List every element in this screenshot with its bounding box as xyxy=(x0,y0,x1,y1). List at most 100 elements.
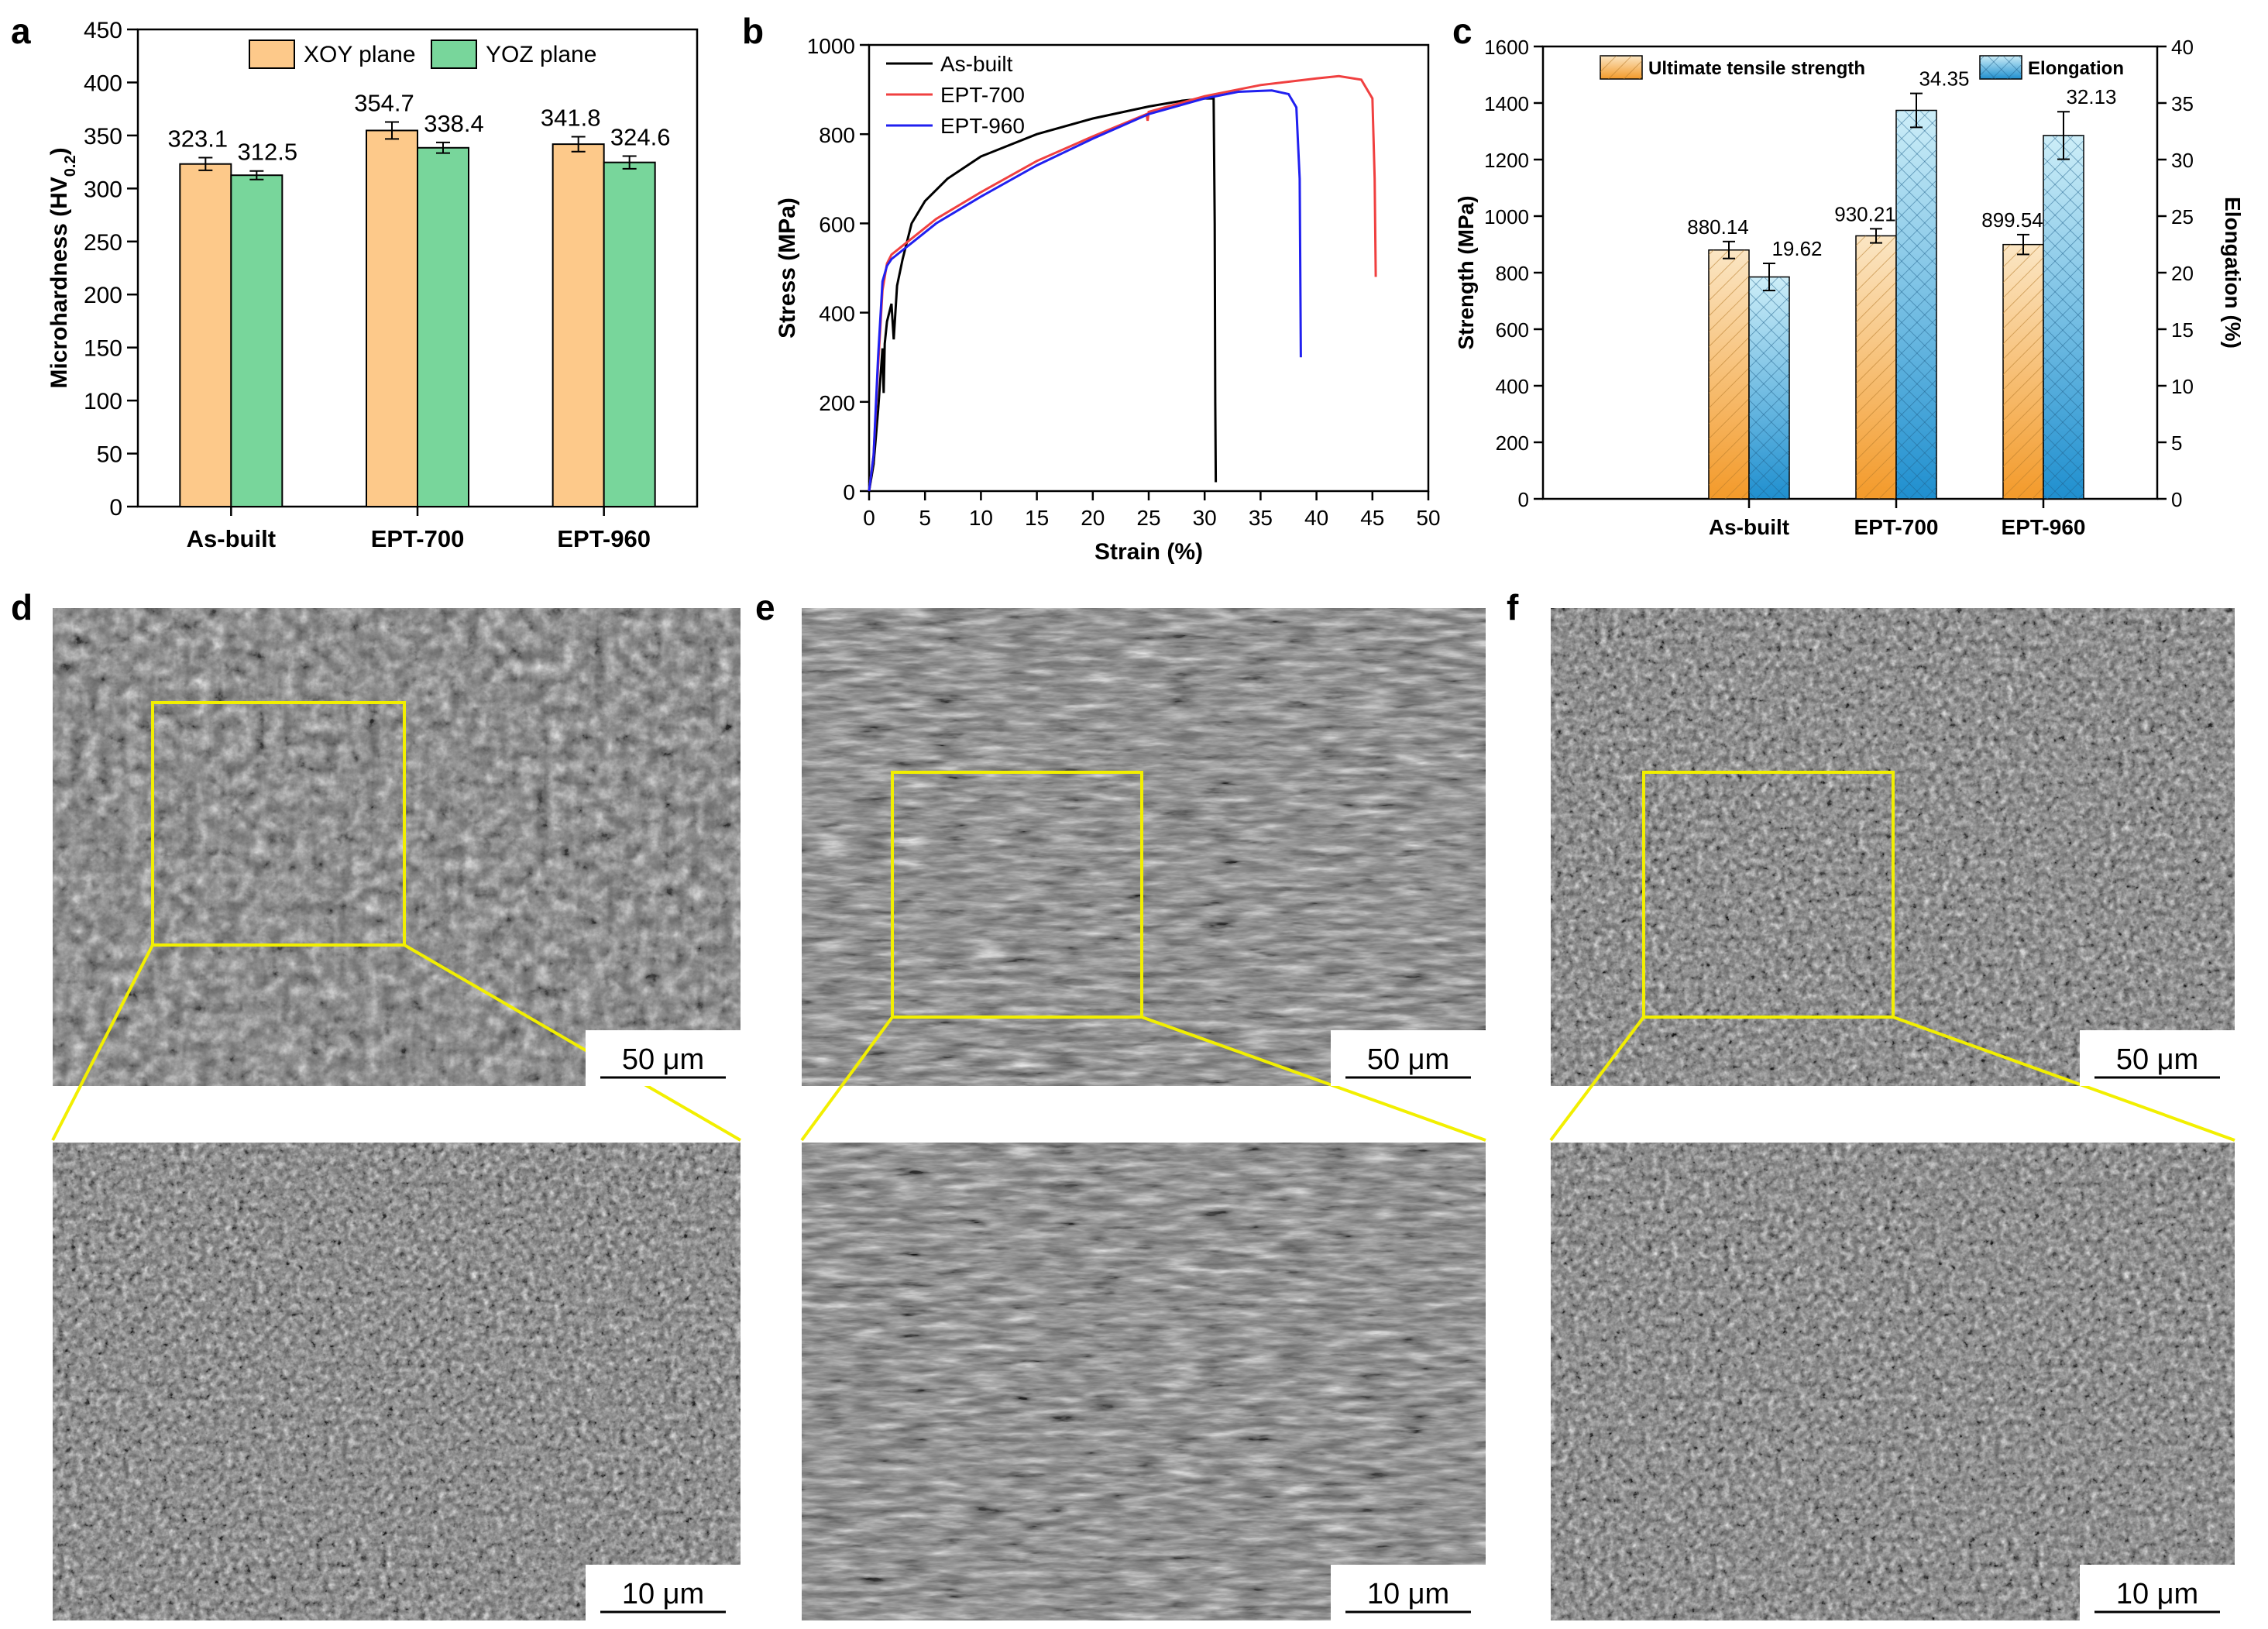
chart-a-legend-swatch-1 xyxy=(431,40,477,69)
panel-label-e: e xyxy=(755,587,775,627)
chart-c-value-label-0-2: 899.54 xyxy=(1981,208,2043,232)
chart-c-strength-elongation: 0 200 400 600 800 1000 1200 1400 1600 0 5 10 15 20 25 3… xyxy=(1454,36,2245,539)
chart-b-xtick-label-2: 10 xyxy=(969,506,993,530)
chart-c-value-label-0-1: 930.21 xyxy=(1834,202,1896,225)
chart-c-ytick-right-label-2: 10 xyxy=(2171,375,2194,398)
chart-b-xtick-label-6: 30 xyxy=(1193,506,1217,530)
chart-c-legend-label-0: Ultimate tensile strength xyxy=(1648,58,1865,79)
chart-b-xlabel: Strain (%) xyxy=(1094,539,1203,565)
chart-b-legend-label-2: EPT-960 xyxy=(940,114,1025,138)
chart-a-bar-0-2 xyxy=(552,143,605,508)
chart-a-ytick-label-2: 100 xyxy=(84,389,122,414)
sem-f-zoom-line-left xyxy=(1549,1016,1645,1142)
sem-panel-f: 50 μm 10 μm xyxy=(1549,608,2235,1620)
chart-c-bar-pattern-0-1 xyxy=(1856,235,1896,499)
chart-b-ytick-label-4: 800 xyxy=(819,123,855,147)
chart-c-legend-label-1: Elongation xyxy=(2028,58,2124,79)
chart-a-bar-0-1 xyxy=(366,129,418,507)
chart-c-xtick-label-0: As-built xyxy=(1709,515,1789,539)
sem-e-scalebar-top-label: 50 μm xyxy=(1367,1043,1449,1076)
sem-e-scalebar-bottom-label: 10 μm xyxy=(1367,1578,1449,1610)
sem-d-scalebar-bottom-label: 10 μm xyxy=(622,1578,704,1610)
sem-e-zoom-line-left xyxy=(800,1016,894,1142)
chart-c-ytick-left-label-3: 600 xyxy=(1496,318,1529,342)
chart-a-value-label-0-1: 354.7 xyxy=(354,90,414,117)
chart-b-xtick-label-10: 50 xyxy=(1416,506,1440,530)
chart-a-bar-1-2 xyxy=(603,161,656,507)
chart-c-ytick-right-label-3: 15 xyxy=(2171,318,2194,342)
chart-b-ylabel: Stress (MPa) xyxy=(775,198,800,339)
sem-d-scalebar-top-label: 50 μm xyxy=(622,1043,704,1076)
chart-a-ytick-label-4: 200 xyxy=(84,283,122,308)
panel-label-c: c xyxy=(1452,11,1472,51)
sem-f-scalebar-top-label: 50 μm xyxy=(2116,1043,2198,1076)
sem-f-scalebar-bottom-label: 10 μm xyxy=(2116,1578,2198,1610)
sem-f-zoom-line-right xyxy=(1892,1016,2235,1142)
chart-b-ytick-label-3: 600 xyxy=(819,212,855,236)
chart-a-ylabel: Microhardness (HV0.2) xyxy=(46,147,79,388)
chart-c-ytick-left-label-2: 400 xyxy=(1496,375,1529,398)
chart-b-xtick-label-5: 25 xyxy=(1136,506,1160,530)
chart-a-value-label-1-1: 338.4 xyxy=(424,110,484,137)
chart-c-value-label-0-0: 880.14 xyxy=(1687,215,1749,239)
chart-c-ytick-left-label-4: 800 xyxy=(1496,262,1529,285)
chart-a-ytick-label-5: 250 xyxy=(84,230,122,256)
chart-c-bar-pattern-0-2 xyxy=(2003,244,2043,499)
sem-d-zoom-line-left xyxy=(51,944,154,1141)
chart-c-ytick-left-label-8: 1600 xyxy=(1484,36,1529,59)
sem-f-roi-box xyxy=(1642,771,1895,1019)
sem-d-zoom-line-right xyxy=(403,943,742,1142)
chart-b-xtick-label-0: 0 xyxy=(863,506,875,530)
chart-c-ytick-left-label-5: 1000 xyxy=(1484,205,1529,229)
chart-b-legend-label-1: EPT-700 xyxy=(940,83,1025,107)
chart-b-series-line-2 xyxy=(868,89,1302,492)
chart-a-xtick-label-1: EPT-700 xyxy=(371,525,465,552)
chart-c-ytick-right-label-5: 25 xyxy=(2171,205,2194,229)
chart-c-ytick-right-label-4: 20 xyxy=(2171,262,2194,285)
sem-d-roi-box xyxy=(151,701,406,947)
chart-c-ytick-right-label-0: 0 xyxy=(2171,488,2182,511)
panel-label-a: a xyxy=(11,11,31,51)
chart-a-legend-label-1: YOZ plane xyxy=(486,42,596,67)
chart-a-legend-swatch-0 xyxy=(249,40,295,69)
chart-a-xtick-label-2: EPT-960 xyxy=(557,525,651,552)
sem-panel-e: 50 μm 10 μm xyxy=(800,608,1486,1620)
chart-b-xtick-label-4: 20 xyxy=(1081,506,1105,530)
chart-c-ytick-right-label-1: 5 xyxy=(2171,431,2182,455)
chart-c-bar-pattern-1-2 xyxy=(2043,135,2084,500)
panel-label-f: f xyxy=(1507,587,1519,627)
chart-a-microhardness: 0 50 100 150 200 250 300 350 400 450 Microhardness… xyxy=(46,18,699,552)
chart-c-ytick-left-label-7: 1400 xyxy=(1484,92,1529,115)
chart-c-bar-pattern-1-0 xyxy=(1749,277,1789,499)
chart-b-ytick-label-1: 200 xyxy=(819,391,855,415)
chart-a-xtick-label-0: As-built xyxy=(187,525,276,552)
chart-c-value-label-1-0: 19.62 xyxy=(1771,237,1822,260)
sem-e-roi-box xyxy=(891,771,1143,1019)
chart-b-xtick-label-8: 40 xyxy=(1304,506,1328,530)
chart-a-legend-label-0: XOY plane xyxy=(304,42,416,67)
chart-a-ytick-label-8: 400 xyxy=(84,70,122,96)
chart-a-value-label-1-2: 324.6 xyxy=(610,123,671,150)
chart-b-stress-strain: 0 200 400 600 800 1000 0 5 10 15 20 25 30 35 40 45 50 Str… xyxy=(775,34,1441,565)
chart-a-value-label-0-0: 323.1 xyxy=(168,125,229,152)
chart-c-ytick-left-label-1: 200 xyxy=(1496,431,1529,455)
panel-label-b: b xyxy=(742,11,764,51)
sem-e-zoom-line-right xyxy=(1141,1016,1486,1142)
chart-c-ytick-left-label-6: 1200 xyxy=(1484,149,1529,172)
chart-c-value-label-1-2: 32.13 xyxy=(2066,85,2116,108)
chart-c-ylabel-right: Elongation (%) xyxy=(2221,197,2245,349)
chart-c-value-label-1-1: 34.35 xyxy=(1919,67,1969,91)
chart-a-value-label-0-2: 341.8 xyxy=(541,105,601,132)
chart-c-bar-pattern-1-1 xyxy=(1896,110,1936,500)
chart-a-ytick-label-7: 350 xyxy=(84,124,122,149)
chart-b-xtick-label-9: 45 xyxy=(1360,506,1384,530)
chart-a-bar-0-0 xyxy=(179,163,232,507)
chart-a-bar-1-1 xyxy=(417,146,469,507)
chart-a-ytick-label-9: 450 xyxy=(84,18,122,43)
chart-c-xtick-label-1: EPT-700 xyxy=(1854,515,1939,539)
chart-c-ytick-right-label-8: 40 xyxy=(2171,36,2194,59)
chart-c-ytick-right-label-6: 30 xyxy=(2171,149,2194,172)
chart-c-ylabel-left: Strength (MPa) xyxy=(1454,195,1478,349)
panel-label-d: d xyxy=(11,587,33,627)
